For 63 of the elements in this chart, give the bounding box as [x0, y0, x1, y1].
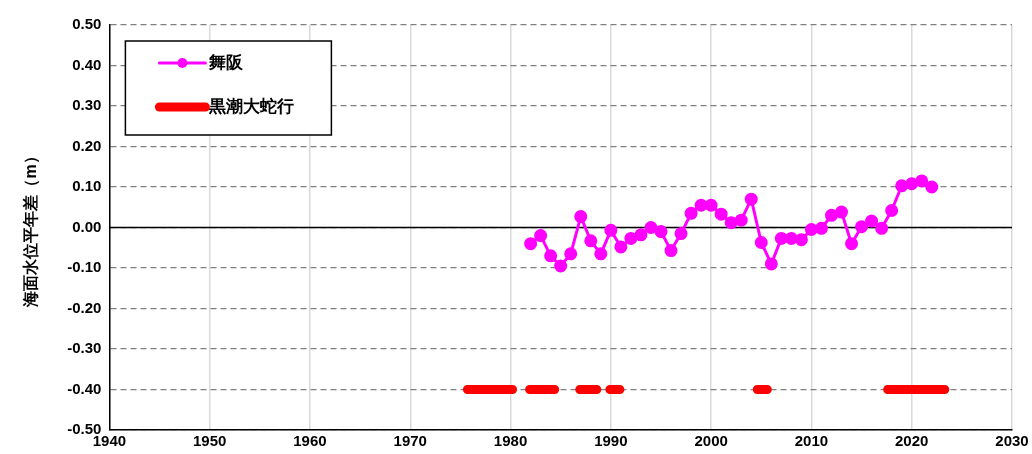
y-tick-label: -0.20	[67, 298, 102, 316]
point	[915, 174, 929, 188]
y-tick-label: -0.40	[67, 379, 102, 397]
point	[604, 223, 618, 237]
point	[544, 249, 558, 263]
point	[684, 206, 698, 220]
y-tick-label: 0.50	[72, 15, 102, 33]
point	[584, 234, 598, 248]
point	[895, 179, 909, 193]
point	[664, 244, 678, 258]
point	[594, 247, 608, 261]
x-tick-label: 1990	[594, 432, 628, 450]
x-tick-label: 1980	[493, 432, 528, 450]
point	[865, 214, 879, 228]
point	[754, 235, 768, 249]
point	[804, 223, 818, 237]
point	[885, 203, 899, 217]
x-tick-label: 1960	[293, 432, 327, 450]
point	[855, 220, 869, 234]
point	[724, 216, 738, 230]
legend-label: 黒潮大蛇行	[208, 96, 295, 116]
legend-label: 舞阪	[208, 52, 245, 72]
point	[644, 221, 658, 234]
y-tick-label: -0.30	[67, 339, 102, 357]
point	[524, 237, 538, 251]
x-tick-label: 2000	[694, 432, 728, 450]
y-tick-label: 0.20	[72, 136, 102, 154]
point	[824, 208, 838, 222]
point	[564, 247, 578, 261]
point	[845, 237, 859, 251]
point	[574, 210, 588, 224]
point	[534, 229, 548, 243]
point	[554, 259, 568, 273]
point	[925, 180, 939, 194]
x-tick-label: 1950	[192, 432, 227, 450]
point	[714, 207, 728, 221]
point	[835, 205, 849, 219]
y-tick-label: 0.30	[72, 96, 102, 114]
point	[674, 227, 688, 241]
y-tick-label: 0.00	[72, 217, 102, 235]
point	[764, 257, 778, 271]
point	[654, 225, 668, 239]
point	[875, 221, 889, 235]
x-tick-label: 2030	[995, 432, 1029, 450]
point	[784, 231, 798, 245]
y-tick-label: -0.10	[67, 258, 102, 276]
point	[774, 231, 788, 245]
point	[744, 192, 758, 206]
point	[704, 198, 718, 212]
x-tick-label: 2020	[895, 432, 929, 450]
x-tick-label: 1970	[393, 432, 427, 450]
point	[794, 233, 808, 247]
point	[905, 177, 919, 191]
y-axis-title: 海面水位平年差（m）	[22, 148, 41, 308]
point	[734, 213, 748, 227]
y-tick-label: 0.10	[72, 177, 102, 195]
point	[624, 231, 638, 245]
point	[814, 221, 828, 235]
point	[694, 198, 708, 212]
point	[634, 228, 648, 242]
y-tick-label: 0.40	[72, 55, 102, 73]
point	[614, 240, 628, 254]
x-tick-label: 2010	[794, 432, 829, 450]
